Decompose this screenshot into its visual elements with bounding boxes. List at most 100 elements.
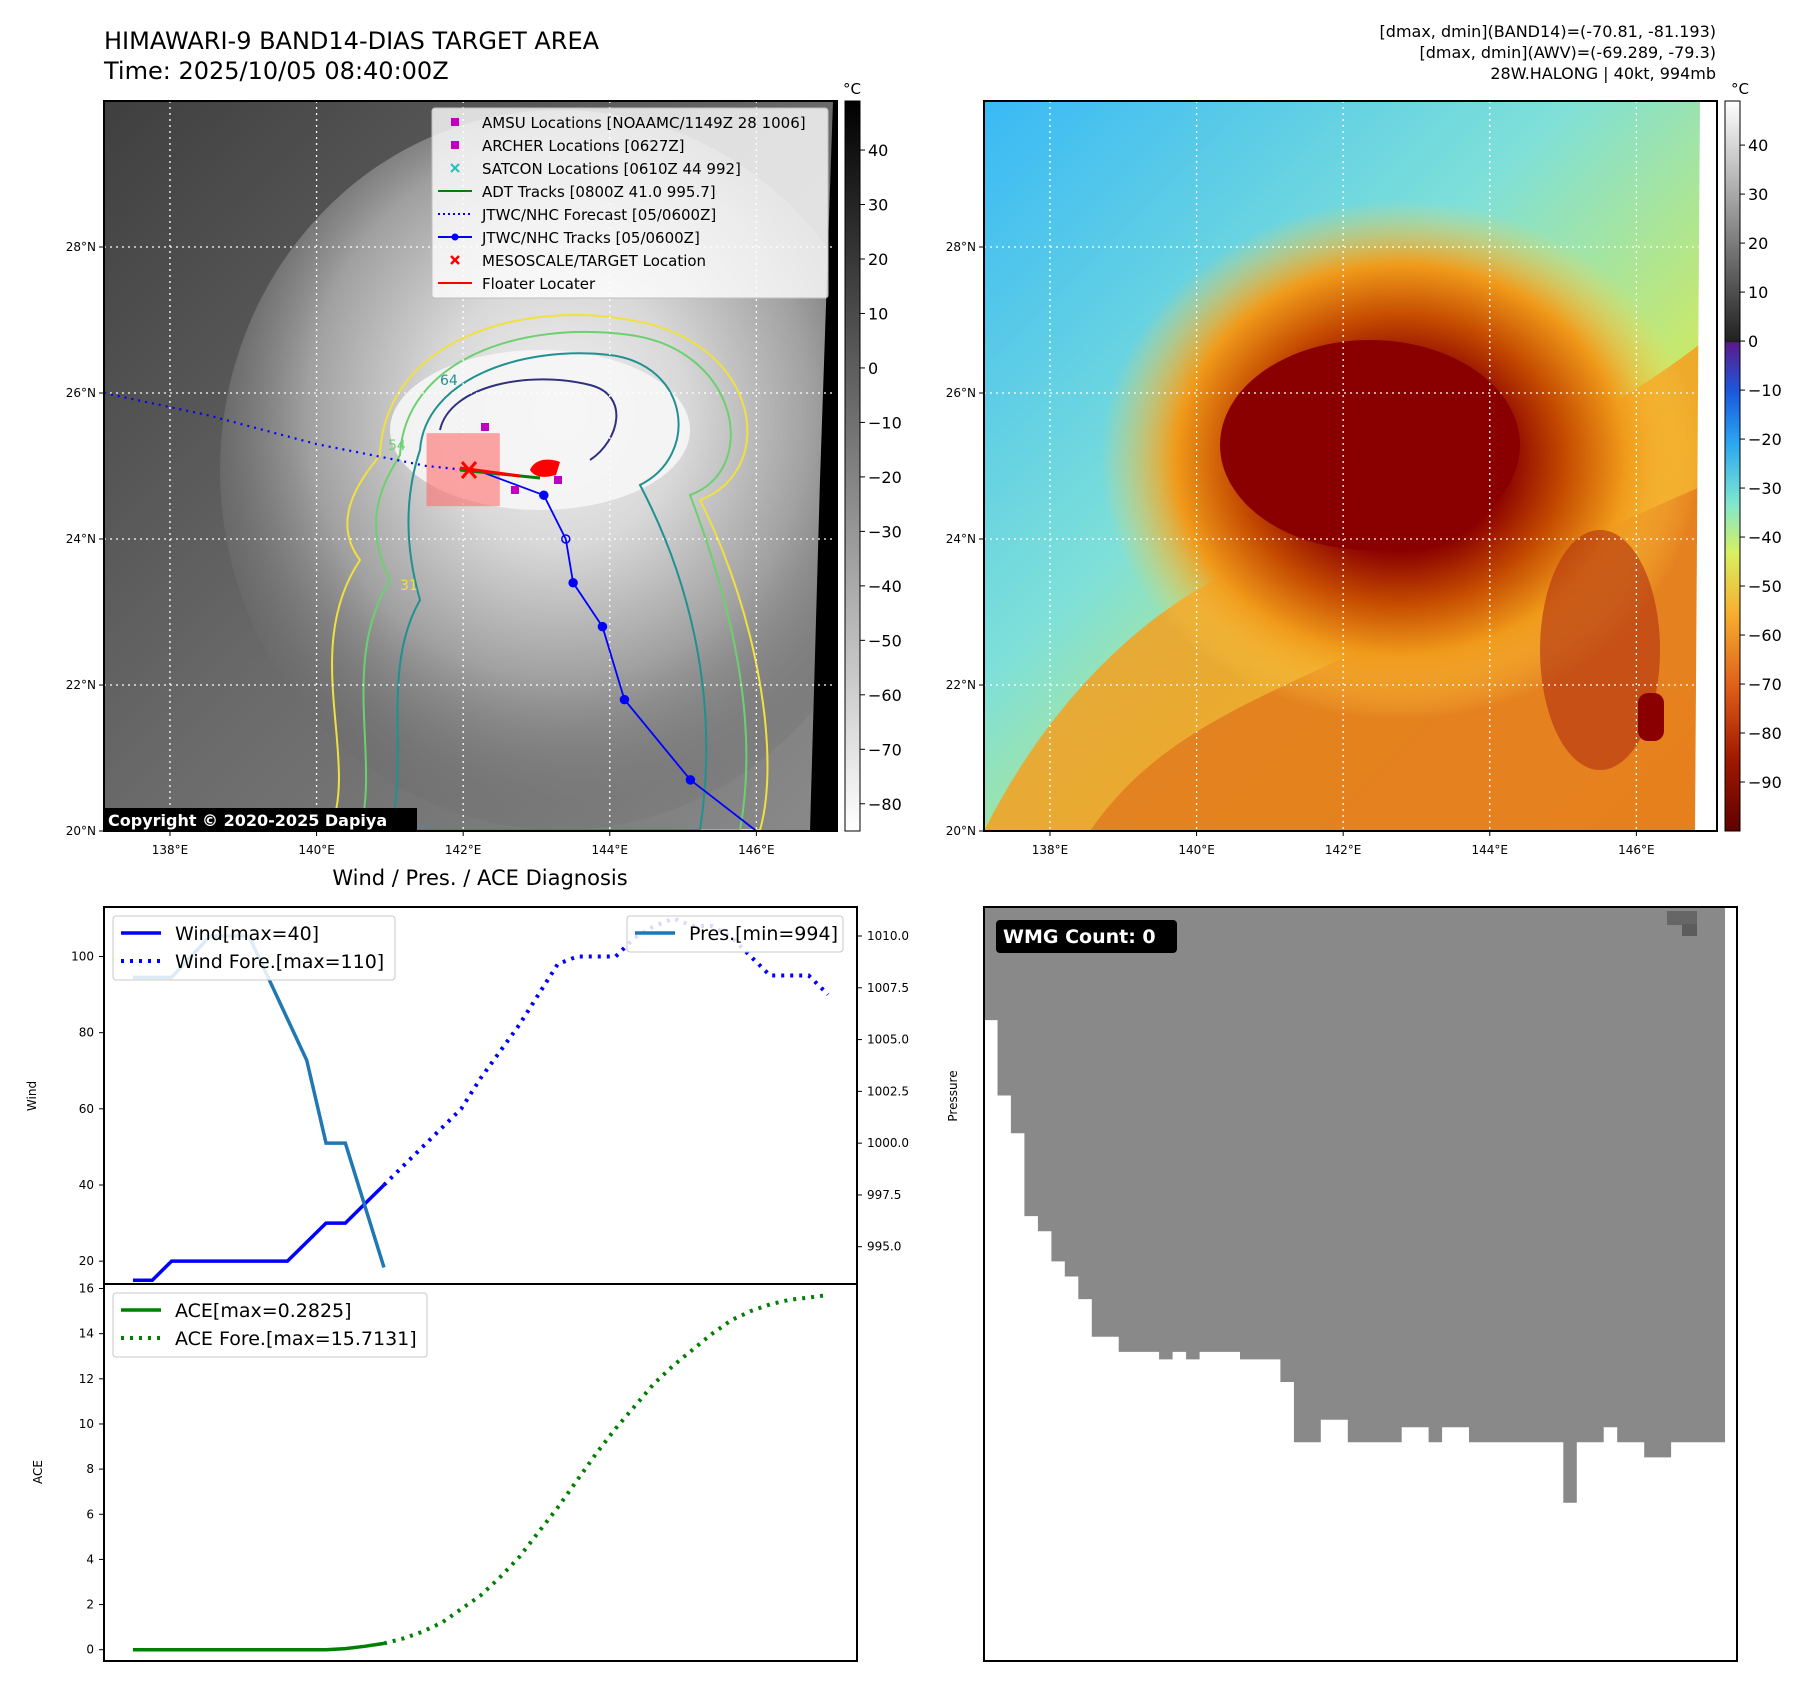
colorbar-tick-label: 0 <box>1748 332 1758 351</box>
ace-line <box>132 1641 385 1652</box>
legend-pres-label: Pres.[min=994] <box>689 923 838 945</box>
copyright-text: Copyright © 2020-2025 Dapiya <box>108 811 387 830</box>
colorbar-tick-label: −50 <box>1748 577 1782 596</box>
colorbar-tick-label: −70 <box>1748 675 1782 694</box>
colorbar-tick-label: 30 <box>868 196 888 215</box>
ace-legend-box <box>112 1292 428 1358</box>
floater-shape <box>530 459 560 477</box>
colorbar-tick-label: 30 <box>1748 185 1768 204</box>
track-point <box>539 490 549 500</box>
diagnosis-title: Wind / Pres. / ACE Diagnosis <box>332 866 627 890</box>
colorbar-tick-label: 20 <box>868 250 888 269</box>
y-tick-label: 4 <box>86 1552 94 1566</box>
lat-tick-label: 28°N <box>946 240 976 254</box>
legend-ace-fore-label: ACE Fore.[max=15.7131] <box>175 1328 417 1350</box>
lat-tick-label: 28°N <box>66 240 96 254</box>
copyright-box <box>104 808 417 832</box>
y-tick-label: 100 <box>71 950 94 964</box>
colorbar-tick-label: −30 <box>1748 479 1782 498</box>
colorbar-tick-label: −20 <box>1748 430 1782 449</box>
jtwc-best-track <box>484 472 757 831</box>
track-point <box>685 775 696 785</box>
y-tick-label: 60 <box>79 1102 94 1116</box>
awv-rainband <box>1540 530 1660 770</box>
pressure-axis-label: Pressure <box>946 1070 960 1121</box>
wmg-panel: WMG Count: 0 <box>983 906 1738 1662</box>
colorbar-tick-label: −20 <box>868 468 902 487</box>
wmg-count-label: WMG Count: 0 <box>1003 926 1156 948</box>
y-tick-label: 1010.0 <box>867 929 909 943</box>
track-point <box>619 694 630 705</box>
wmg-area <box>984 907 1725 1503</box>
pres-legend-box <box>626 915 844 953</box>
colorbar-tick-label: 40 <box>868 141 888 160</box>
legend-label: SATCON Locations [0610Z 44 992] <box>482 160 741 178</box>
legend-label: Floater Locater <box>482 275 596 293</box>
awv-cold-cell <box>1638 693 1664 741</box>
track-point <box>597 621 608 632</box>
colorbar-tick-label: −80 <box>868 795 902 814</box>
legend-label: JTWC/NHC Tracks [05/0600Z] <box>481 229 700 247</box>
colorbar-tick-label: −60 <box>1748 626 1782 645</box>
lat-tick-label: 22°N <box>946 678 976 692</box>
stats-awv: [dmax, dmin](AWV)=(-69.289, -79.3) <box>1419 43 1716 62</box>
ir-colorbar-gradient <box>844 100 861 832</box>
legend-ace-label: ACE[max=0.2825] <box>175 1300 352 1322</box>
ir-map-frame <box>103 100 838 832</box>
contour-64 <box>388 352 708 831</box>
ir-colorbar-unit: °C <box>843 80 861 98</box>
y-tick-label: 8 <box>86 1462 94 1476</box>
lat-tick-label: 24°N <box>946 532 976 546</box>
ir-colorbar: °C 40 30 20 10 0 −10 −20 −30 −40 −50 −60 −70 −80 <box>843 80 902 832</box>
track-point <box>568 578 578 588</box>
legend-wind-fore-label: Wind Fore.[max=110] <box>175 951 384 973</box>
legend-label: MESOSCALE/TARGET Location <box>482 252 706 270</box>
y-tick-label: 1005.0 <box>867 1033 909 1047</box>
awv-map-frame <box>983 100 1718 832</box>
y-tick-label: 1007.5 <box>867 981 909 995</box>
awv-colorbar-gradient <box>1724 100 1741 832</box>
amsu-marker <box>481 423 489 431</box>
map-legend: AMSU Locations [NOAAMC/1149Z 28 1006] AR… <box>431 107 829 299</box>
lon-tick-label: 140°E <box>1178 843 1215 857</box>
contour-76 <box>439 378 618 461</box>
lat-tick-label: 20°N <box>946 824 976 838</box>
legend-track-dot <box>451 233 459 241</box>
legend-label: ADT Tracks [0800Z 41.0 995.7] <box>482 183 716 201</box>
colorbar-tick-label: 10 <box>868 304 888 323</box>
lon-tick-label: 138°E <box>152 843 189 857</box>
ace-forecast-line <box>383 1293 829 1646</box>
legend-label: ARCHER Locations [0627Z] <box>482 137 685 155</box>
lon-tick-label: 142°E <box>1325 843 1362 857</box>
contour-31 <box>328 314 769 831</box>
storm-info: 28W.HALONG | 40kt, 994mb <box>1490 64 1716 83</box>
awv-gridlines <box>984 101 1717 831</box>
wind-axis-label: Wind <box>25 1081 39 1111</box>
legend-label: AMSU Locations [NOAAMC/1149Z 28 1006] <box>482 114 806 132</box>
y-tick-label: 997.5 <box>867 1188 901 1202</box>
chart-time: Time: 2025/10/05 08:40:00Z <box>104 57 449 85</box>
legend-label: JTWC/NHC Forecast [05/0600Z] <box>481 206 716 224</box>
archer-marker <box>554 476 562 484</box>
archer-marker <box>511 486 519 494</box>
awv-colorbar: °C 40 30 20 10 0 −10 −20 −30 −40 −50 −60 −70 −80 −90 <box>1724 80 1782 832</box>
lon-tick-label: 142°E <box>445 843 482 857</box>
y-tick-label: 14 <box>79 1327 94 1341</box>
contour-label: 64 <box>440 373 458 389</box>
wind-forecast-line <box>382 916 830 1187</box>
colorbar-tick-label: 40 <box>1748 136 1768 155</box>
jtwc-forecast-path <box>104 391 500 475</box>
wmg-dark-cell <box>1682 924 1697 936</box>
lon-tick-label: 144°E <box>1472 843 1509 857</box>
lat-tick-label: 20°N <box>66 824 96 838</box>
awv-colorbar-unit: °C <box>1731 80 1749 98</box>
jtwc-track-points <box>539 490 696 785</box>
y-tick-label: 12 <box>79 1372 94 1386</box>
ir-map-axes: 138°E 140°E 142°E 144°E 146°E 28°N 26°N 24°N 22°… <box>66 240 775 857</box>
y-tick-label: 16 <box>79 1282 94 1296</box>
contour-54 <box>358 331 748 831</box>
y-tick-label: 1002.5 <box>867 1084 909 1098</box>
colorbar-tick-label: −10 <box>868 413 902 432</box>
colorbar-tick-label: 0 <box>868 359 878 378</box>
